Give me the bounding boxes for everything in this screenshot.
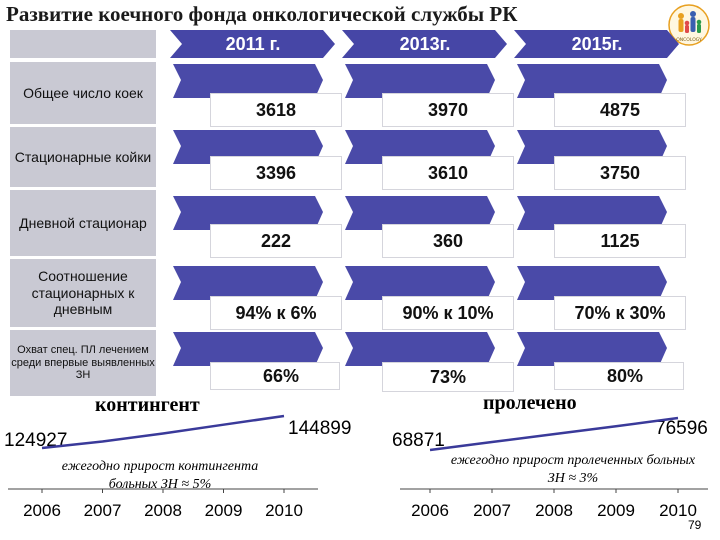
cell-day-2013: 360 [382,224,514,258]
header-corner [10,30,156,58]
trend-line [41,414,285,450]
year-header-chevrons [170,30,679,58]
right-chart-note: ежегодно прирост пролеченных больных ЗН … [450,453,696,486]
page-title: Развитие коечного фонда онкологической с… [6,2,518,26]
x-tick-label: 2007 [84,501,122,520]
x-tick-label: 2009 [597,501,635,520]
x-tick-label: 2006 [411,501,449,520]
cell-inpatient-2011: 3396 [210,156,342,190]
right-chart-end-value: 76596 [655,418,708,439]
row-label-total-beds: Общее число коек [10,62,156,124]
x-tick-label: 2008 [535,501,573,520]
trend-line [429,416,679,452]
logo-text: ONCOLOGY [676,37,702,43]
cell-inpatient-2013: 3610 [382,156,514,190]
page-number: 79 [688,518,702,532]
family-logo-icon: ONCOLOGY [668,4,710,46]
cell-coverage-2015: 80% [554,362,684,390]
left-chart: 2006 2007 2008 2009 2010 [8,414,318,520]
cell-coverage-2013: 73% [382,362,514,392]
row-label-ratio: Соотношение стационарных к дневным [10,259,156,327]
x-tick-label: 2010 [265,501,303,520]
year-2013: 2013г. [399,33,451,54]
cell-day-2011: 222 [210,224,342,258]
x-tick-label: 2006 [23,501,61,520]
row-label-day-hospital: Дневной стационар [10,190,156,256]
right-chart-title: пролечено [483,392,577,414]
left-chart-note: ежегодно прирост контингента больных ЗН … [61,459,259,492]
year-chevron-3 [514,30,679,58]
cell-coverage-2011: 66% [210,362,340,390]
cell-ratio-2013: 90% к 10% [382,296,514,330]
x-tick-label: 2008 [144,501,182,520]
year-2011: 2011 г. [225,33,281,54]
row-chevrons [173,64,667,366]
left-chart-title: контингент [95,394,200,416]
cell-day-2015: 1125 [554,224,686,258]
x-tick-label: 2010 [659,501,697,520]
year-chevron-2 [342,30,507,58]
right-chart-start-value: 68871 [392,430,445,451]
right-chart: 2006 2007 2008 2009 2010 [400,416,708,520]
x-tick-label: 2009 [205,501,243,520]
row-label-inpatient-beds: Стационарные койки [10,127,156,187]
cell-ratio-2011: 94% к 6% [210,296,342,330]
cell-total-2013: 3970 [382,93,514,127]
cell-total-2015: 4875 [554,93,686,127]
left-chart-end-value: 144899 [288,418,352,439]
cell-total-2011: 3618 [210,93,342,127]
cell-inpatient-2015: 3750 [554,156,686,190]
x-tick-label: 2007 [473,501,511,520]
row-label-coverage: Охват спец. ПЛ лечением среди впервые вы… [10,330,156,396]
year-chevron-1 [170,30,335,58]
year-2015: 2015г. [571,33,623,54]
cell-ratio-2015: 70% к 30% [554,296,686,330]
